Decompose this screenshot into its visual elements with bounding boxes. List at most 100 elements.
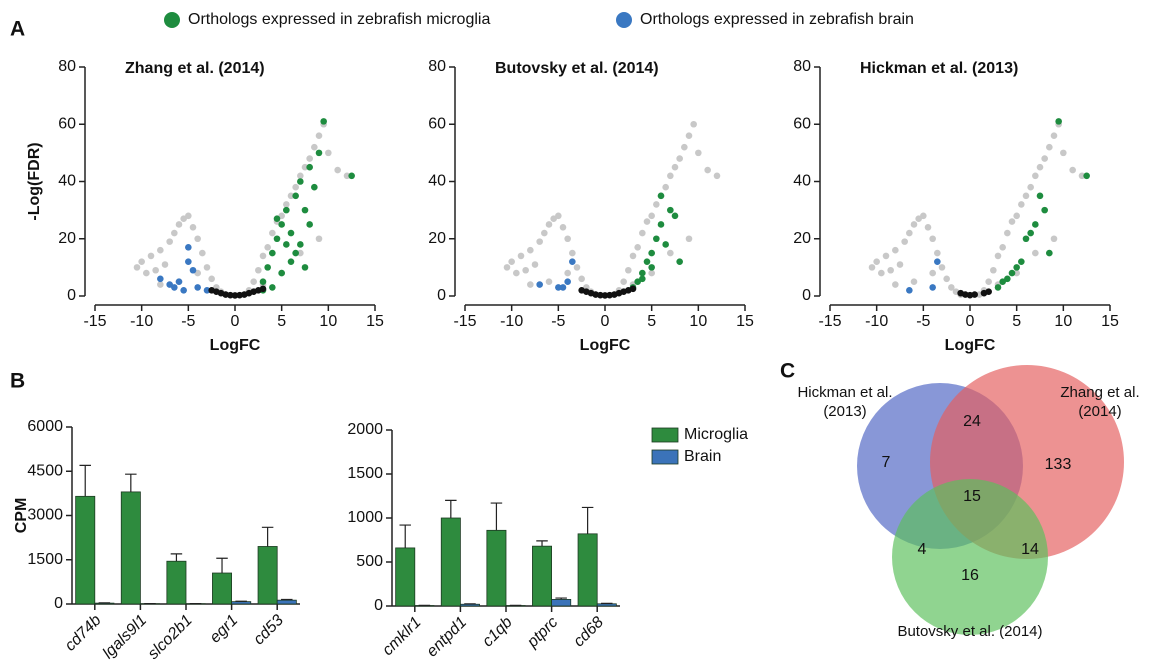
point	[185, 258, 192, 265]
chart-title: Hickman et al. (2013)	[860, 60, 1018, 77]
x-tick-label: -10	[500, 313, 523, 330]
x-tick-label: c1qb	[479, 614, 516, 651]
point	[522, 266, 529, 274]
point	[1046, 249, 1053, 257]
point	[199, 249, 206, 257]
point	[910, 221, 918, 228]
point	[152, 266, 159, 274]
bar	[276, 599, 297, 605]
x-tick-label: 0	[966, 313, 975, 330]
x-axis-label: LogFC	[945, 337, 996, 354]
bar	[75, 495, 96, 605]
legend-label: Microglia	[684, 426, 748, 443]
point	[161, 261, 169, 268]
point	[264, 244, 271, 251]
venn-set-label: Zhang et al. (2014)	[1060, 384, 1140, 420]
point	[681, 143, 688, 151]
x-tick-label: -10	[865, 313, 888, 330]
x-tick-label: 10	[1054, 313, 1072, 330]
point	[639, 229, 646, 237]
venn-count: 16	[961, 567, 979, 584]
point	[531, 261, 539, 268]
point	[1036, 163, 1044, 171]
point	[315, 235, 323, 243]
x-tick-label: entpd1	[424, 614, 471, 661]
bar	[459, 603, 480, 607]
error-bar	[79, 464, 91, 497]
point	[306, 155, 313, 162]
point	[1018, 258, 1025, 265]
point	[273, 235, 281, 243]
point	[292, 183, 299, 191]
point	[994, 252, 1002, 260]
point	[536, 238, 543, 245]
point	[315, 149, 323, 157]
point	[1041, 155, 1048, 162]
point	[292, 192, 299, 200]
y-tick-label: 3000	[27, 507, 63, 524]
x-axis-label: LogFC	[580, 337, 631, 354]
point	[892, 246, 899, 254]
point	[704, 166, 711, 174]
y-tick-label: 500	[356, 553, 383, 570]
point	[133, 264, 141, 271]
point	[929, 284, 936, 291]
point	[513, 269, 520, 277]
point	[1078, 172, 1086, 180]
point	[1013, 264, 1020, 271]
point	[597, 291, 604, 299]
x-tick-label: cd74b	[62, 612, 105, 655]
legend-marker	[164, 12, 180, 28]
point	[564, 278, 571, 285]
point	[545, 221, 553, 228]
point	[1004, 229, 1011, 237]
point	[887, 266, 894, 274]
panel-label: B	[10, 370, 25, 393]
x-tick-label: -5	[551, 313, 565, 330]
point	[311, 183, 318, 191]
point	[1032, 249, 1039, 257]
point	[671, 163, 679, 171]
point	[1013, 269, 1020, 277]
x-tick-label: -15	[83, 313, 106, 330]
error-bar	[490, 502, 503, 531]
point	[985, 288, 992, 296]
point	[676, 258, 683, 265]
point	[676, 155, 683, 162]
point	[938, 264, 946, 271]
point	[1032, 172, 1039, 180]
point	[943, 275, 950, 283]
point	[536, 281, 543, 288]
point	[695, 149, 702, 157]
point	[667, 249, 674, 257]
y-tick-label: 80	[428, 58, 446, 75]
point	[259, 285, 267, 293]
x-tick-label: 0	[601, 313, 610, 330]
point	[653, 235, 660, 243]
point	[541, 229, 548, 237]
venn-set-label: Butovsky et al. (2014)	[897, 623, 1043, 640]
error-bar	[555, 597, 567, 600]
point	[269, 229, 276, 237]
point	[306, 221, 313, 228]
y-tick-label: 6000	[27, 418, 63, 435]
point	[189, 224, 197, 231]
point	[287, 192, 295, 200]
point	[250, 278, 257, 285]
point	[517, 252, 525, 260]
legend-marker	[651, 449, 679, 465]
point	[1055, 118, 1062, 125]
y-tick-label: 1500	[27, 551, 63, 568]
point	[629, 252, 637, 260]
point	[639, 269, 646, 277]
point	[667, 206, 674, 214]
bar	[166, 560, 187, 605]
x-tick-label: lgals9l1	[100, 612, 150, 662]
point	[1027, 183, 1034, 191]
point	[620, 278, 627, 285]
bar	[120, 491, 141, 605]
x-tick-label: -10	[130, 313, 153, 330]
point	[924, 224, 932, 231]
y-tick-label: 60	[58, 115, 76, 132]
point	[882, 252, 890, 260]
